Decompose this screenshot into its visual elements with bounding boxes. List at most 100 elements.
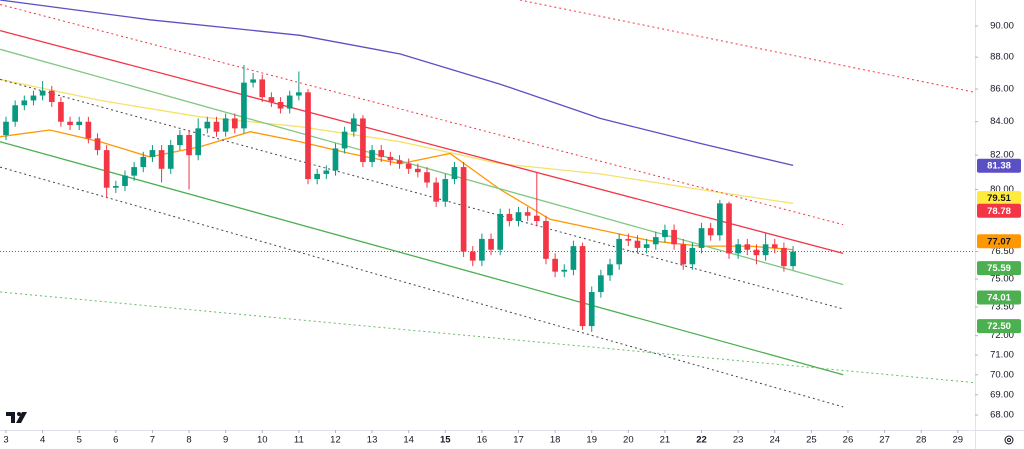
candle-body xyxy=(570,246,577,270)
candle-body xyxy=(717,203,723,236)
y-tick-label: 84.00 xyxy=(990,116,1014,127)
candle-body xyxy=(213,121,220,132)
y-tick-label: 70.00 xyxy=(990,369,1014,380)
candle-body xyxy=(167,145,174,169)
x-tick-label: 6 xyxy=(113,435,118,446)
candle-body xyxy=(360,118,366,162)
x-tick-label: 10 xyxy=(257,435,268,446)
x-tick-label: 14 xyxy=(403,435,414,446)
candle-body xyxy=(268,97,275,103)
x-tick-label: 18 xyxy=(550,435,561,446)
candle-body xyxy=(671,229,677,245)
candle-body xyxy=(634,240,641,248)
price-badge-label: 78.78 xyxy=(987,206,1011,217)
candle-body xyxy=(698,228,705,248)
candle-body xyxy=(790,251,796,267)
candle-body xyxy=(625,238,632,241)
candle-body xyxy=(533,215,540,222)
candle-body xyxy=(479,238,485,261)
x-tick-label: 19 xyxy=(586,435,597,446)
candle-body xyxy=(296,92,302,96)
candle-body xyxy=(241,82,247,129)
x-tick-label: 16 xyxy=(477,435,488,446)
candle-body xyxy=(341,131,348,149)
x-tick-label: 4 xyxy=(40,435,45,446)
candle-body xyxy=(48,90,55,103)
candle-body xyxy=(222,118,229,132)
indicator-line xyxy=(0,291,976,384)
logo-part xyxy=(17,412,21,416)
candle-body xyxy=(433,182,439,202)
candle-body xyxy=(515,212,522,222)
candle-body xyxy=(131,167,137,176)
price-badge xyxy=(977,234,1021,249)
candle-body xyxy=(122,175,128,186)
candle-body xyxy=(149,150,156,157)
indicator-line xyxy=(0,141,844,376)
y-tick-label: 71.00 xyxy=(990,350,1014,361)
price-badge-label: 77.07 xyxy=(987,236,1011,247)
x-tick-label: 15 xyxy=(440,435,451,446)
candle-body xyxy=(314,173,321,180)
candle-body xyxy=(588,292,595,327)
candle-body xyxy=(195,128,202,156)
x-tick-label: 17 xyxy=(513,435,524,446)
candle-body xyxy=(442,179,449,202)
x-tick-label: 28 xyxy=(916,435,927,446)
candle-body xyxy=(579,246,586,327)
candle-body xyxy=(39,90,46,96)
candle-body xyxy=(643,244,650,248)
candle-body xyxy=(369,150,375,162)
x-tick-label: 20 xyxy=(623,435,634,446)
x-tick-label: 26 xyxy=(843,435,854,446)
candle-body xyxy=(58,102,64,122)
candle-body xyxy=(616,238,623,265)
candle-body xyxy=(158,150,165,169)
y-tick-label: 88.00 xyxy=(990,52,1014,63)
x-tick-label: 3 xyxy=(3,435,8,446)
tradingview-logo[interactable] xyxy=(6,412,27,423)
candle-body xyxy=(662,229,668,238)
candle-body xyxy=(652,237,659,245)
price-badge-label: 81.38 xyxy=(987,161,1011,172)
candle-body xyxy=(689,247,696,265)
candle-body xyxy=(387,156,394,161)
candle-body xyxy=(286,95,293,109)
y-tick-label: 73.50 xyxy=(990,302,1014,313)
x-tick-label: 12 xyxy=(330,435,341,446)
candle-body xyxy=(771,244,778,248)
settings-icon xyxy=(1004,435,1014,445)
candle-body xyxy=(305,92,311,180)
candle-body xyxy=(753,249,760,256)
candle-body xyxy=(350,118,357,132)
candle-body xyxy=(140,156,147,168)
candle-body xyxy=(67,121,73,126)
indicator-line xyxy=(0,78,794,205)
x-tick-label: 21 xyxy=(660,435,671,446)
settings-button[interactable] xyxy=(1004,435,1014,445)
candle-body xyxy=(561,269,568,272)
x-tick-label: 22 xyxy=(696,435,707,446)
candle-body xyxy=(552,258,558,272)
candle-body xyxy=(488,238,494,250)
candle-body xyxy=(543,221,549,259)
x-tick-label: 24 xyxy=(769,435,780,446)
candle-body xyxy=(30,95,37,101)
price-badge xyxy=(977,261,1021,276)
candle-body xyxy=(204,121,211,129)
y-tick-label: 75.00 xyxy=(990,274,1014,285)
candle-body xyxy=(250,79,256,83)
x-tick-label: 9 xyxy=(223,435,228,446)
x-tick-label: 7 xyxy=(150,435,155,446)
y-tick-label: 90.00 xyxy=(990,20,1014,31)
candle-body xyxy=(506,213,513,222)
price-badge-label: 72.50 xyxy=(987,321,1011,332)
candle-body xyxy=(762,244,769,256)
candle-body xyxy=(94,138,101,151)
candle-body xyxy=(451,167,458,180)
x-tick-label: 27 xyxy=(879,435,890,446)
price-badge xyxy=(977,290,1021,305)
y-tick-label: 86.00 xyxy=(990,84,1014,95)
